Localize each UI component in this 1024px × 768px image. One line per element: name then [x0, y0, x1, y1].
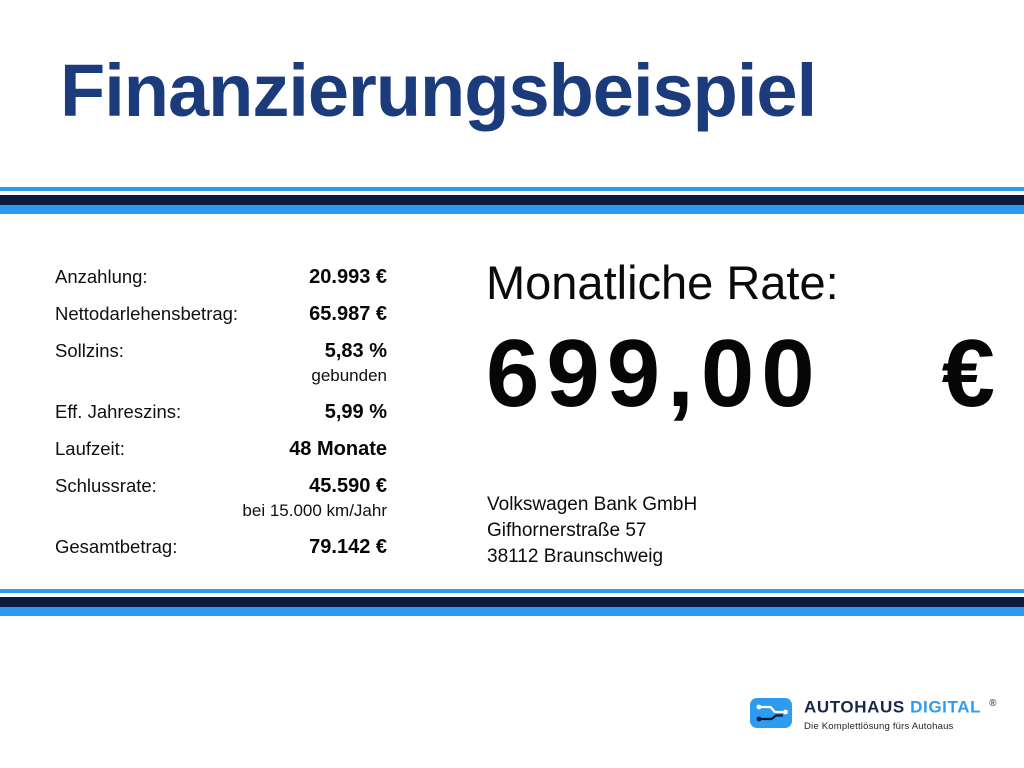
finance-row-schlussrate: Schlussrate: 45.590 € bei 15.000 km/Jahr — [55, 474, 387, 522]
monthly-rate-number: 699,00 — [486, 320, 822, 427]
autohaus-digital-logo: AUTOHAUS DIGITAL ® Die Komplettlösung fü… — [748, 694, 997, 732]
finance-label: Sollzins: — [55, 340, 124, 361]
logo-name: AUTOHAUS DIGITAL ® — [804, 694, 997, 718]
logo-tagline: Die Komplettlösung fürs Autohaus — [804, 720, 954, 732]
bottom-divider — [0, 589, 1024, 616]
page-title: Finanzierungsbeispiel — [60, 49, 817, 132]
finance-value: 20.993 € — [309, 266, 387, 288]
finance-label: Eff. Jahreszins: — [55, 401, 182, 422]
euro-currency-symbol: € — [941, 320, 1002, 427]
bottom-divider-stripe-blue — [0, 607, 1024, 616]
logo-name-autohaus: AUTOHAUS — [804, 697, 905, 717]
monthly-rate-block: Monatliche Rate: 699,00 € — [486, 257, 1002, 423]
finance-row-gesamtbetrag: Gesamtbetrag: 79.142 € — [55, 535, 387, 559]
logo-name-digital: DIGITAL — [910, 697, 981, 717]
finance-value: 45.590 € — [309, 475, 387, 497]
bank-city: 38112 Braunschweig — [487, 546, 664, 567]
top-divider-stripe-blue — [0, 205, 1024, 214]
top-divider — [0, 187, 1024, 214]
finance-label: Schlussrate: — [55, 475, 157, 496]
finance-row-nettodarlehensbetrag: Nettodarlehensbetrag: 65.987 € — [55, 302, 387, 326]
bottom-divider-stripe-thin-blue — [0, 589, 1024, 593]
monthly-rate-amount: 699,00 € — [486, 325, 1002, 423]
monthly-rate-heading: Monatliche Rate: — [486, 256, 839, 309]
bank-name: Volkswagen Bank GmbH — [487, 494, 698, 515]
circuit-board-icon — [750, 698, 792, 728]
bottom-divider-stripe-navy — [0, 597, 1024, 607]
finance-value: 5,83 % — [324, 340, 387, 362]
logo-text: AUTOHAUS DIGITAL ® Die Komplettlösung fü… — [804, 694, 997, 732]
finance-value: 48 Monate — [289, 438, 387, 460]
bottom-divider-stripe-gap — [0, 593, 1024, 597]
top-divider-stripe-gap — [0, 191, 1024, 195]
finance-note: gebunden — [311, 366, 387, 385]
finance-value: 65.987 € — [309, 303, 387, 325]
finance-label: Laufzeit: — [55, 438, 125, 459]
finance-value: 79.142 € — [309, 536, 387, 558]
top-divider-stripe-thin-blue — [0, 187, 1024, 191]
finance-row-sollzins: Sollzins: 5,83 % gebunden — [55, 339, 387, 387]
registered-trademark-symbol: ® — [989, 698, 998, 709]
finance-note: bei 15.000 km/Jahr — [242, 501, 387, 520]
bank-address: Volkswagen Bank GmbH Gifhornerstraße 57 … — [487, 492, 697, 570]
finance-label: Gesamtbetrag: — [55, 536, 178, 557]
top-divider-stripe-navy — [0, 195, 1024, 205]
finance-row-laufzeit: Laufzeit: 48 Monate — [55, 437, 387, 461]
finance-label: Nettodarlehensbetrag: — [55, 303, 239, 324]
finance-row-eff-jahreszins: Eff. Jahreszins: 5,99 % — [55, 400, 387, 424]
finance-table: Anzahlung: 20.993 € Nettodarlehensbetrag… — [55, 265, 387, 572]
finance-row-anzahlung: Anzahlung: 20.993 € — [55, 265, 387, 289]
finance-value: 5,99 % — [324, 401, 387, 423]
finance-label: Anzahlung: — [55, 266, 148, 287]
bank-street: Gifhornerstraße 57 — [487, 520, 647, 541]
